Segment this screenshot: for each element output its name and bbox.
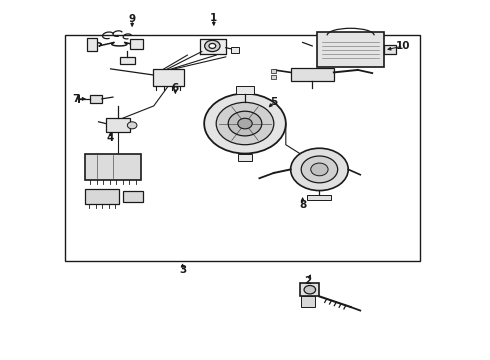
Bar xyxy=(317,32,384,67)
Bar xyxy=(271,75,276,79)
Bar xyxy=(152,69,184,86)
Text: 1: 1 xyxy=(210,13,218,23)
Circle shape xyxy=(127,122,137,129)
Bar xyxy=(85,189,119,204)
Text: 9: 9 xyxy=(128,14,136,24)
Circle shape xyxy=(228,111,262,136)
Bar xyxy=(271,69,276,73)
Text: 2: 2 xyxy=(304,275,311,285)
Bar xyxy=(90,95,102,103)
Text: 8: 8 xyxy=(299,200,306,210)
Circle shape xyxy=(304,285,316,294)
Circle shape xyxy=(311,163,328,176)
Bar xyxy=(384,45,396,54)
Text: 10: 10 xyxy=(396,41,411,51)
Circle shape xyxy=(209,44,216,48)
Polygon shape xyxy=(200,39,226,54)
Bar xyxy=(236,86,254,94)
Text: 7: 7 xyxy=(73,94,80,104)
Circle shape xyxy=(238,118,252,129)
Bar xyxy=(231,47,239,53)
Bar xyxy=(130,39,143,49)
Bar xyxy=(106,118,130,132)
Text: 3: 3 xyxy=(179,265,186,275)
Bar xyxy=(291,68,334,81)
Text: 5: 5 xyxy=(270,98,277,107)
Circle shape xyxy=(216,102,274,145)
Text: 4: 4 xyxy=(107,133,114,143)
Circle shape xyxy=(301,156,338,183)
Bar xyxy=(65,35,420,261)
Circle shape xyxy=(205,40,220,51)
Bar xyxy=(238,153,252,161)
Bar xyxy=(85,154,141,180)
Bar xyxy=(123,191,143,202)
Bar xyxy=(120,57,135,64)
Bar xyxy=(307,195,331,201)
Bar xyxy=(87,38,97,50)
Bar xyxy=(300,283,319,296)
Text: 6: 6 xyxy=(172,83,179,93)
Circle shape xyxy=(291,148,348,190)
Circle shape xyxy=(204,94,286,153)
Bar xyxy=(301,296,315,307)
